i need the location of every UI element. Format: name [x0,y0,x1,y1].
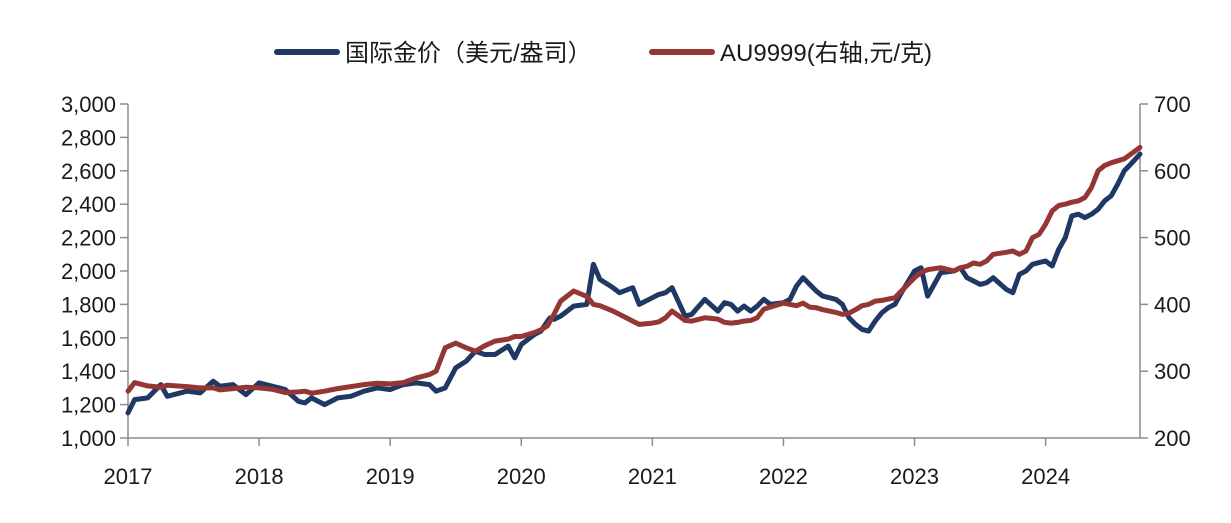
x-tick-label: 2024 [1021,464,1070,489]
left-y-tick-label: 1,800 [61,292,116,317]
left-y-tick-label: 1,000 [61,426,116,451]
left-y-tick-label: 2,800 [61,125,116,150]
x-tick-label: 2017 [104,464,153,489]
x-tick-label: 2022 [759,464,808,489]
left-y-tick-label: 1,600 [61,326,116,351]
right-y-tick-label: 700 [1154,92,1191,117]
series-line-gold-usd [125,151,1143,416]
left-y-tick-label: 2,600 [61,159,116,184]
x-tick-label: 2019 [366,464,415,489]
legend-label-au9999: AU9999(右轴,元/克) [720,40,932,67]
left-y-tick-label: 1,400 [61,359,116,384]
x-tick-label: 2021 [628,464,677,489]
right-y-tick-label: 200 [1154,426,1191,451]
x-tick-label: 2023 [890,464,939,489]
left-y-tick-label: 3,000 [61,92,116,117]
right-y-ticks: 200 300 400 500 600 700 [1140,92,1191,451]
series-line-au9999 [125,144,1143,396]
x-tick-label: 2018 [235,464,284,489]
x-ticks: 2017 2018 2019 2020 2021 2022 2023 2024 [104,438,1070,489]
legend: 国际金价（美元/盎司） AU9999(右轴,元/克) [274,40,932,67]
left-y-tick-label: 2,000 [61,259,116,284]
right-y-tick-label: 500 [1154,226,1191,251]
right-y-tick-label: 300 [1154,359,1191,384]
right-y-tick-label: 400 [1154,292,1191,317]
legend-label-gold-usd: 国际金价（美元/盎司） [345,40,592,67]
left-y-tick-label: 2,200 [61,226,116,251]
left-y-tick-label: 2,400 [61,192,116,217]
x-tick-label: 2020 [497,464,546,489]
left-y-ticks: 1,000 1,200 1,400 1,600 1,800 2,000 2,200 2,400… [61,92,128,451]
right-y-tick-label: 600 [1154,159,1191,184]
left-y-tick-label: 1,200 [61,393,116,418]
